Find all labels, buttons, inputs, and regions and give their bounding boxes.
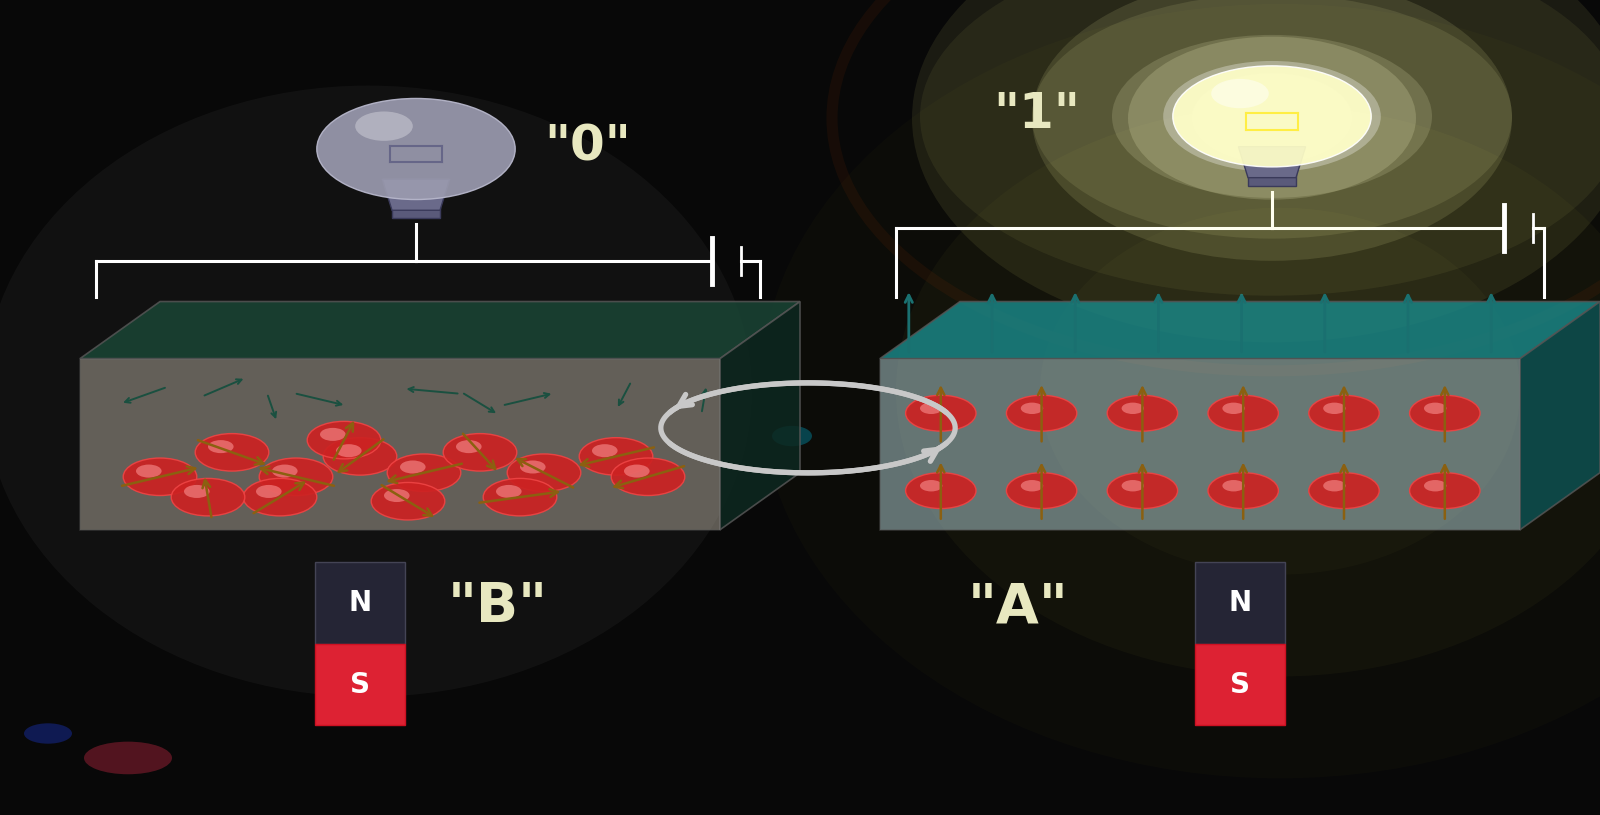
Circle shape (1107, 395, 1178, 431)
Circle shape (1021, 480, 1043, 491)
Circle shape (1163, 61, 1381, 172)
Bar (1195, 644, 1285, 725)
Circle shape (1006, 395, 1077, 431)
Text: N: N (349, 589, 371, 617)
Circle shape (1410, 473, 1480, 509)
Text: "A": "A" (968, 580, 1069, 634)
Ellipse shape (24, 724, 72, 743)
Circle shape (317, 99, 515, 200)
Circle shape (483, 478, 557, 516)
Circle shape (1410, 395, 1480, 431)
Ellipse shape (1128, 37, 1416, 200)
Text: "1": "1" (994, 90, 1080, 138)
Circle shape (456, 440, 482, 453)
Circle shape (384, 489, 410, 502)
Bar (1248, 147, 1296, 186)
Bar (392, 179, 440, 218)
Circle shape (320, 428, 346, 441)
Ellipse shape (1040, 208, 1520, 575)
Circle shape (1208, 395, 1278, 431)
Circle shape (611, 458, 685, 496)
Circle shape (1122, 480, 1144, 491)
Circle shape (1107, 473, 1178, 509)
Circle shape (1424, 403, 1446, 414)
Polygon shape (80, 359, 720, 530)
Circle shape (1112, 35, 1432, 198)
Circle shape (184, 485, 210, 498)
Circle shape (272, 465, 298, 478)
Circle shape (1021, 403, 1043, 414)
Circle shape (1006, 473, 1077, 509)
Ellipse shape (1032, 0, 1512, 261)
Circle shape (1208, 473, 1278, 509)
Ellipse shape (912, 0, 1600, 342)
Ellipse shape (0, 86, 752, 697)
Text: S: S (1230, 671, 1250, 698)
Bar (315, 562, 405, 644)
Circle shape (256, 485, 282, 498)
Ellipse shape (83, 742, 173, 774)
Ellipse shape (1192, 73, 1352, 163)
Bar (315, 644, 405, 725)
Circle shape (906, 395, 976, 431)
Circle shape (371, 482, 445, 520)
Polygon shape (1238, 147, 1306, 178)
Circle shape (195, 434, 269, 471)
Circle shape (1424, 480, 1446, 491)
Circle shape (920, 480, 942, 491)
Polygon shape (720, 302, 800, 530)
Ellipse shape (896, 106, 1600, 676)
Polygon shape (1520, 302, 1600, 530)
Circle shape (1122, 403, 1144, 414)
Circle shape (507, 454, 581, 491)
Polygon shape (880, 359, 1520, 530)
Circle shape (400, 460, 426, 474)
Ellipse shape (760, 4, 1600, 778)
Circle shape (1173, 66, 1371, 167)
Circle shape (624, 465, 650, 478)
Circle shape (1222, 403, 1245, 414)
Circle shape (1323, 403, 1346, 414)
Text: "0": "0" (544, 123, 630, 170)
Circle shape (1211, 79, 1269, 108)
Text: S: S (350, 671, 370, 698)
Circle shape (307, 421, 381, 459)
Circle shape (1222, 480, 1245, 491)
Circle shape (1032, 0, 1512, 239)
Polygon shape (80, 302, 800, 359)
Circle shape (443, 434, 517, 471)
Polygon shape (880, 302, 1600, 359)
Text: "B": "B" (448, 580, 547, 634)
Circle shape (171, 478, 245, 516)
Circle shape (387, 454, 461, 491)
Circle shape (520, 460, 546, 474)
Circle shape (336, 444, 362, 457)
Circle shape (920, 0, 1600, 296)
Circle shape (906, 473, 976, 509)
Ellipse shape (771, 426, 813, 447)
Circle shape (259, 458, 333, 496)
Circle shape (323, 438, 397, 475)
Polygon shape (382, 179, 450, 210)
Circle shape (1323, 480, 1346, 491)
Circle shape (579, 438, 653, 475)
Circle shape (592, 444, 618, 457)
Circle shape (243, 478, 317, 516)
Circle shape (136, 465, 162, 478)
Circle shape (123, 458, 197, 496)
Bar (1195, 562, 1285, 644)
Circle shape (1309, 395, 1379, 431)
Text: N: N (1229, 589, 1251, 617)
Circle shape (355, 112, 413, 141)
Circle shape (496, 485, 522, 498)
Circle shape (208, 440, 234, 453)
Circle shape (920, 403, 942, 414)
Circle shape (1309, 473, 1379, 509)
